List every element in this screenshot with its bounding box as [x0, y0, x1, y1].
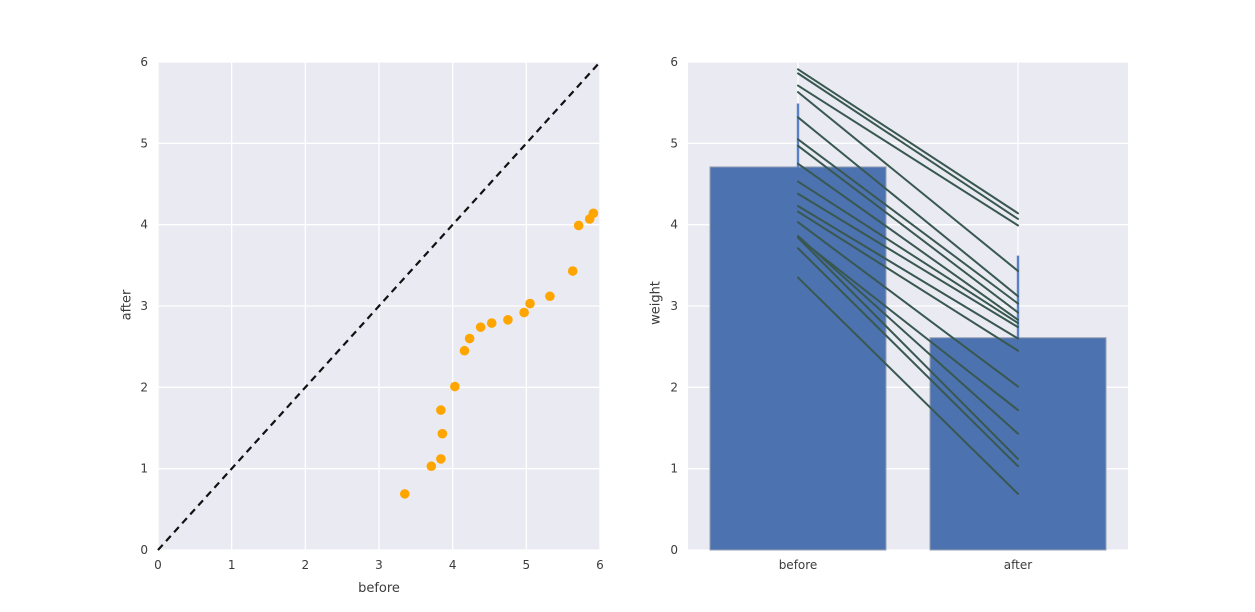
tick-label: 6 — [596, 558, 604, 572]
scatter-point — [426, 461, 437, 472]
scatter-point — [519, 307, 529, 318]
pair-line — [797, 138, 1019, 305]
bar-before — [709, 166, 887, 551]
pair-line — [797, 116, 1019, 298]
tick-label: 5 — [523, 558, 531, 572]
scatter-point — [573, 220, 584, 231]
scatter-point — [475, 322, 486, 332]
pair-line — [797, 180, 1019, 325]
tick-label: 0 — [670, 543, 678, 557]
scatter-point — [436, 405, 446, 415]
pair-line — [797, 276, 1019, 495]
scatter-point — [588, 208, 599, 219]
identity-line — [157, 61, 601, 551]
pair-line — [797, 236, 1019, 412]
tick-label: 3 — [140, 299, 148, 313]
scatter-xaxis-label: before — [358, 581, 400, 596]
tick-label: 5 — [140, 136, 148, 150]
scatter-point — [567, 266, 578, 276]
scatter-point — [545, 291, 555, 302]
tick-label: 6 — [670, 55, 678, 69]
tick-label: 4 — [140, 218, 148, 232]
pair-line — [797, 210, 1019, 352]
tick-label: 1 — [670, 462, 678, 476]
pair-line — [797, 236, 1019, 460]
tick-label: 6 — [140, 55, 148, 69]
barplot-panel: 0 1 2 3 4 5 6 before after — [670, 55, 1128, 572]
tick-label: 4 — [670, 218, 678, 232]
scatter-panel: 0 1 2 3 4 5 6 0 1 2 3 4 5 6 — [140, 55, 603, 572]
tick-label: 2 — [302, 558, 310, 572]
tick-label: 0 — [140, 543, 148, 557]
tick-label: 1 — [228, 558, 236, 572]
pair-line — [797, 192, 1019, 329]
pair-line — [797, 68, 1019, 215]
pair-line — [797, 91, 1019, 273]
tick-label: 0 — [154, 558, 162, 572]
pair-line — [797, 235, 1019, 435]
scatter-point — [525, 298, 535, 309]
tick-label: after — [1004, 558, 1032, 572]
scatter-point — [437, 428, 448, 439]
scatter-point — [399, 489, 410, 499]
pair-line — [797, 72, 1019, 220]
tick-label: 4 — [449, 558, 457, 572]
barplot-yaxis-label: weight — [648, 281, 664, 325]
tick-label: 5 — [670, 136, 678, 150]
bar-after — [929, 337, 1107, 551]
pair-line — [797, 204, 1019, 340]
scatter-point — [450, 381, 460, 392]
scatter-point — [503, 315, 513, 325]
scatter-yaxis-label: after — [119, 289, 135, 321]
tick-label: 3 — [670, 299, 678, 313]
pair-line — [797, 247, 1019, 468]
tick-label: 1 — [140, 462, 148, 476]
scatter-point — [486, 318, 497, 328]
pair-line — [797, 84, 1019, 227]
scatter-point — [436, 454, 446, 464]
tick-label: 3 — [375, 558, 383, 572]
pair-line — [797, 162, 1019, 321]
pair-line — [797, 144, 1019, 314]
scatter-point — [459, 345, 470, 356]
tick-label: before — [779, 558, 818, 572]
pair-line — [797, 221, 1019, 388]
scatter-point — [464, 333, 475, 344]
tick-label: 2 — [140, 380, 148, 394]
tick-label: 2 — [670, 380, 678, 394]
